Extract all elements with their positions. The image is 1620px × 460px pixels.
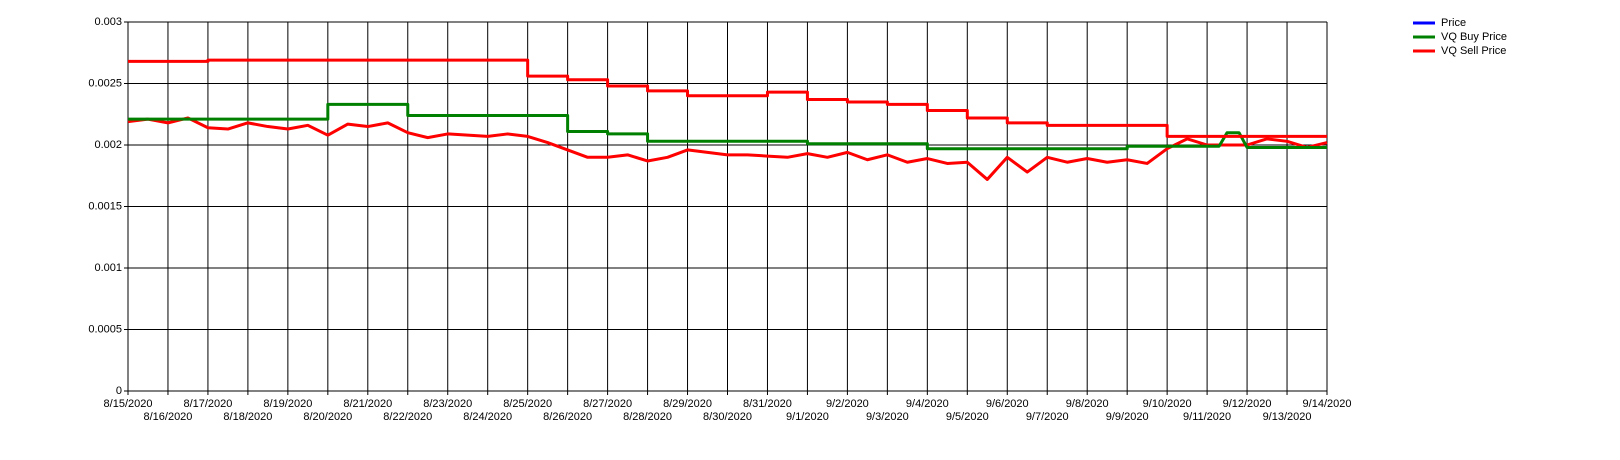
- x-tick-label: 8/31/2020: [743, 398, 792, 410]
- legend-label: VQ Sell Price: [1441, 45, 1506, 57]
- y-tick-label: 0.001: [94, 262, 122, 274]
- y-tick-label: 0: [116, 385, 122, 397]
- y-tick-label: 0.0025: [88, 77, 122, 89]
- x-tick-label: 8/30/2020: [703, 411, 752, 423]
- x-tick-label: 8/20/2020: [303, 411, 352, 423]
- x-tick-label: 8/19/2020: [263, 398, 312, 410]
- legend-label: VQ Buy Price: [1441, 31, 1507, 43]
- x-tick-label: 8/26/2020: [543, 411, 592, 423]
- x-tick-label: 9/14/2020: [1303, 398, 1352, 410]
- x-tick-label: 9/12/2020: [1223, 398, 1272, 410]
- x-tick-label: 8/17/2020: [183, 398, 232, 410]
- x-tick-label: 9/3/2020: [866, 411, 909, 423]
- x-tick-label: 8/24/2020: [463, 411, 512, 423]
- x-tick-label: 9/11/2020: [1183, 411, 1231, 423]
- series-line: [128, 58, 1327, 138]
- x-tick-label: 8/22/2020: [383, 411, 432, 423]
- x-tick-label: 8/21/2020: [343, 398, 392, 410]
- x-tick-label: 8/18/2020: [223, 411, 272, 423]
- y-tick-label: 0.0015: [88, 200, 122, 212]
- series-line: [128, 102, 1327, 151]
- y-tick-label: 0.0005: [88, 323, 122, 335]
- x-tick-label: 8/15/2020: [104, 398, 153, 410]
- x-tick-label: 8/28/2020: [623, 411, 672, 423]
- series-line: [127, 116, 1328, 181]
- x-tick-label: 8/25/2020: [503, 398, 552, 410]
- x-tick-label: 8/16/2020: [143, 411, 192, 423]
- x-tick-label: 9/6/2020: [986, 398, 1029, 410]
- x-tick-label: 9/1/2020: [786, 411, 829, 423]
- legend-label: Price: [1441, 17, 1466, 29]
- x-tick-label: 9/9/2020: [1106, 411, 1149, 423]
- y-tick-label: 0.002: [94, 139, 122, 151]
- x-tick-label: 9/5/2020: [946, 411, 989, 423]
- x-tick-label: 8/27/2020: [583, 398, 632, 410]
- x-tick-label: 9/4/2020: [906, 398, 949, 410]
- x-tick-label: 9/7/2020: [1026, 411, 1069, 423]
- x-tick-label: 9/13/2020: [1263, 411, 1312, 423]
- x-tick-label: 8/23/2020: [423, 398, 472, 410]
- x-tick-label: 9/8/2020: [1066, 398, 1109, 410]
- x-tick-label: 8/29/2020: [663, 398, 712, 410]
- x-tick-label: 9/2/2020: [826, 398, 869, 410]
- x-tick-label: 9/10/2020: [1143, 398, 1192, 410]
- y-tick-label: 0.003: [94, 16, 122, 28]
